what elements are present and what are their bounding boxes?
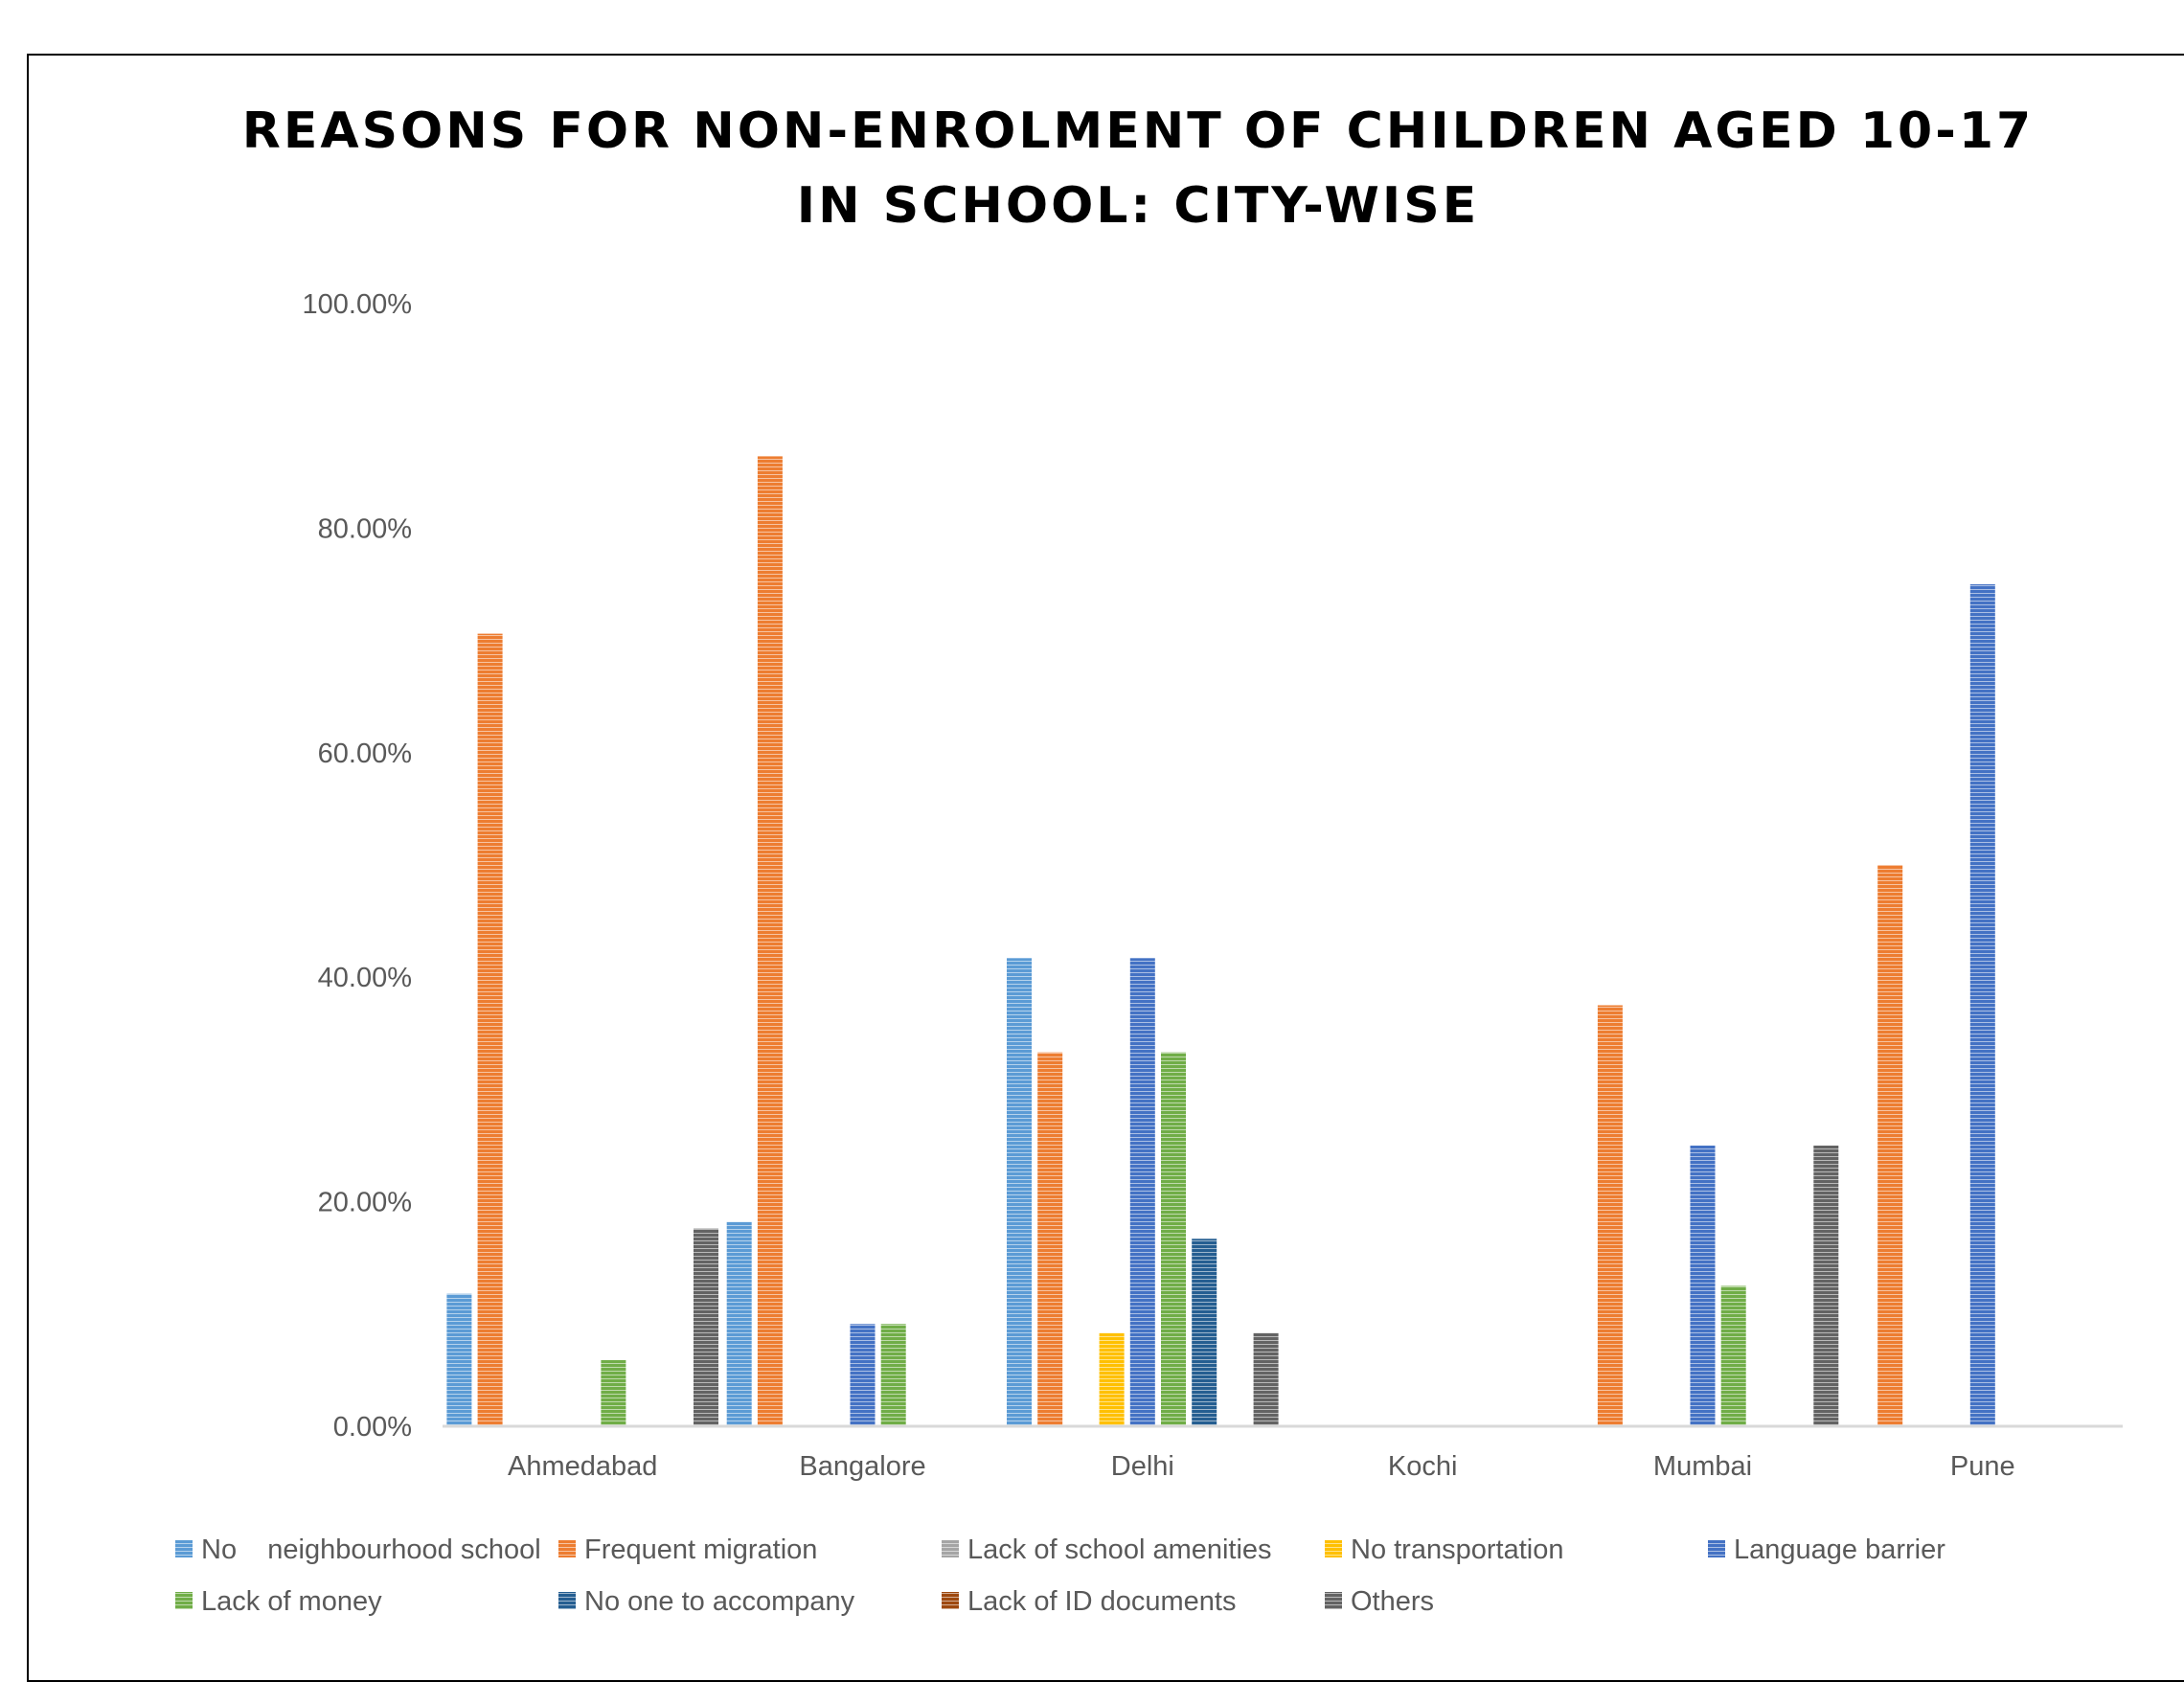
legend-swatch <box>558 1592 576 1609</box>
legend-swatch <box>1325 1540 1342 1557</box>
y-tick-label: 80.00% <box>318 513 412 544</box>
legend-swatch <box>1708 1540 1725 1557</box>
bar <box>1253 1332 1279 1426</box>
legend-swatch <box>558 1540 576 1557</box>
legend-label: Others <box>1351 1586 1434 1617</box>
x-axis: Ahmedabad Bangalore Delhi Kochi Mumbai Pune <box>508 1451 2015 1482</box>
legend-label: Lack of ID documents <box>967 1586 1236 1617</box>
legend-swatch <box>1325 1592 1342 1609</box>
bar <box>850 1324 876 1426</box>
legend-swatch <box>942 1540 959 1557</box>
bar <box>1720 1285 1746 1426</box>
x-tick-label: Delhi <box>1111 1451 1174 1482</box>
legend-label: Lack of school amenities <box>967 1534 1272 1565</box>
bar <box>477 633 503 1426</box>
legend-label: No one to accompany <box>584 1586 855 1617</box>
y-tick-label: 40.00% <box>318 963 412 993</box>
legend-label: Frequent migration <box>584 1534 817 1565</box>
legend-label: Language barrier <box>1734 1534 1945 1565</box>
bar <box>726 1221 752 1426</box>
y-tick-label: 100.00% <box>303 289 413 320</box>
legend-swatch <box>942 1592 959 1609</box>
x-tick-label: Bangalore <box>799 1451 925 1482</box>
bar <box>1969 584 1995 1426</box>
bar <box>1813 1146 1839 1426</box>
legend-swatch <box>175 1540 193 1557</box>
y-axis: 0.00% 20.00% 40.00% 60.00% 80.00% 100.00% <box>303 289 413 1443</box>
plot-area <box>446 456 1995 1426</box>
bar <box>601 1359 626 1426</box>
legend-label: No neighbourhood school <box>201 1534 541 1565</box>
legend: No neighbourhood school Frequent migratio… <box>175 1534 1945 1617</box>
bar <box>1099 1332 1125 1426</box>
x-tick-label: Ahmedabad <box>508 1451 657 1482</box>
bar <box>694 1228 718 1426</box>
legend-label: Lack of money <box>201 1586 382 1617</box>
chart-title-line-1: REASONS FOR NON-ENROLMENT OF CHILDREN AG… <box>242 102 2034 160</box>
bar <box>1129 958 1155 1426</box>
bar <box>446 1293 472 1426</box>
y-tick-label: 0.00% <box>333 1412 412 1443</box>
bar <box>1007 958 1032 1426</box>
bar <box>1037 1052 1063 1426</box>
bar <box>757 456 783 1426</box>
bar <box>1877 865 1903 1426</box>
legend-label: No transportation <box>1351 1534 1563 1565</box>
bar <box>1597 1005 1623 1426</box>
chart: REASONS FOR NON-ENROLMENT OF CHILDREN AG… <box>175 102 2123 1617</box>
legend-swatch <box>175 1592 193 1609</box>
bar <box>880 1324 906 1426</box>
bar <box>1690 1146 1716 1426</box>
y-tick-label: 20.00% <box>318 1188 412 1218</box>
x-tick-label: Pune <box>1950 1451 2015 1482</box>
x-tick-label: Kochi <box>1388 1451 1458 1482</box>
x-tick-label: Mumbai <box>1653 1451 1752 1482</box>
y-tick-label: 60.00% <box>318 739 412 769</box>
bar <box>1192 1239 1217 1426</box>
chart-title-line-2: IN SCHOOL: CITY-WISE <box>797 177 1479 235</box>
bar <box>1161 1052 1186 1426</box>
